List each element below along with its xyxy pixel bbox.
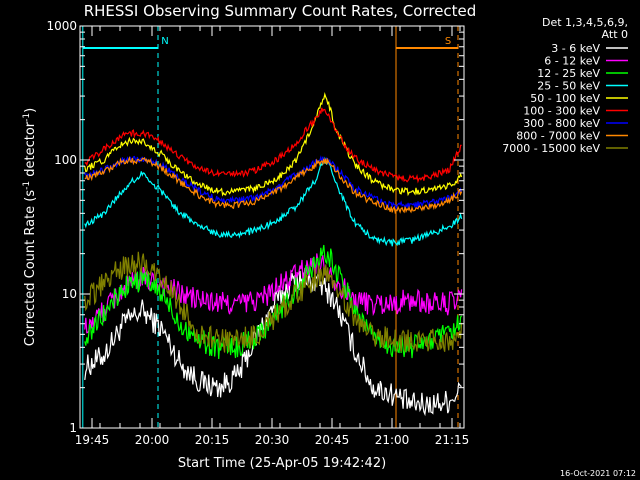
y-axis-label-sup2: -1 [22,113,32,122]
series-lines [84,92,463,417]
y-axis-label-part2: detector [23,121,38,181]
y-axis-label-part1: Corrected Count Rate (s [23,190,38,347]
y-axis-label: Corrected Count Rate (s-1 detector-1) [22,108,38,346]
legend-label: 25 - 50 keV [537,80,600,93]
y-tick-label: 1000 [46,19,77,33]
legend-label: 300 - 800 keV [523,117,600,130]
legend-label: 6 - 12 keV [544,55,600,68]
y-tick-label: 100 [54,153,77,167]
series-line-3 [84,156,463,247]
x-tick-label: 20:00 [135,433,170,447]
y-tick-label: 1 [69,421,77,435]
series-line-2 [84,244,463,360]
series-line-5 [84,107,462,184]
y-axis-label-part3: ) [23,108,38,113]
x-tick-label: 20:15 [195,433,230,447]
x-tick-label: 20:45 [315,433,350,447]
x-tick-label: 21:00 [375,433,410,447]
legend-label: 12 - 25 keV [537,67,600,80]
series-line-4 [84,92,463,197]
legend-label: 100 - 300 keV [523,105,600,118]
x-tick-label: 20:30 [255,433,290,447]
legend-label: 50 - 100 keV [530,92,600,105]
legend-title-line1: Det 1,3,4,5,6,9, [542,16,628,29]
legend-label: 7000 - 15000 keV [502,142,600,155]
marker-label-N: N [161,36,168,47]
series-line-0 [84,270,462,417]
x-axis-label: Start Time (25-Apr-05 19:42:42) [178,456,386,471]
legend-title-line2: Att 0 [602,28,628,41]
series-line-7 [84,156,463,215]
y-tick-label: 10 [62,287,77,301]
x-tick-label: 19:45 [75,433,110,447]
x-tick-label: 21:15 [435,433,470,447]
legend-label: 3 - 6 keV [551,42,600,55]
marker-label-S: S [445,36,451,47]
footer-timestamp: 16-Oct-2021 07:12 [560,469,636,478]
legend-label: 800 - 7000 keV [516,130,600,143]
y-axis-label-sup1: -1 [22,181,32,190]
series-line-8 [84,251,463,353]
x-axis-ticks: 19:45 20:00 20:15 20:30 20:45 21:00 21:15 [75,26,470,447]
y-axis-ticks: 1 10 100 1000 [46,19,464,435]
chart-title: RHESSI Observing Summary Count Rates, Co… [84,2,477,20]
